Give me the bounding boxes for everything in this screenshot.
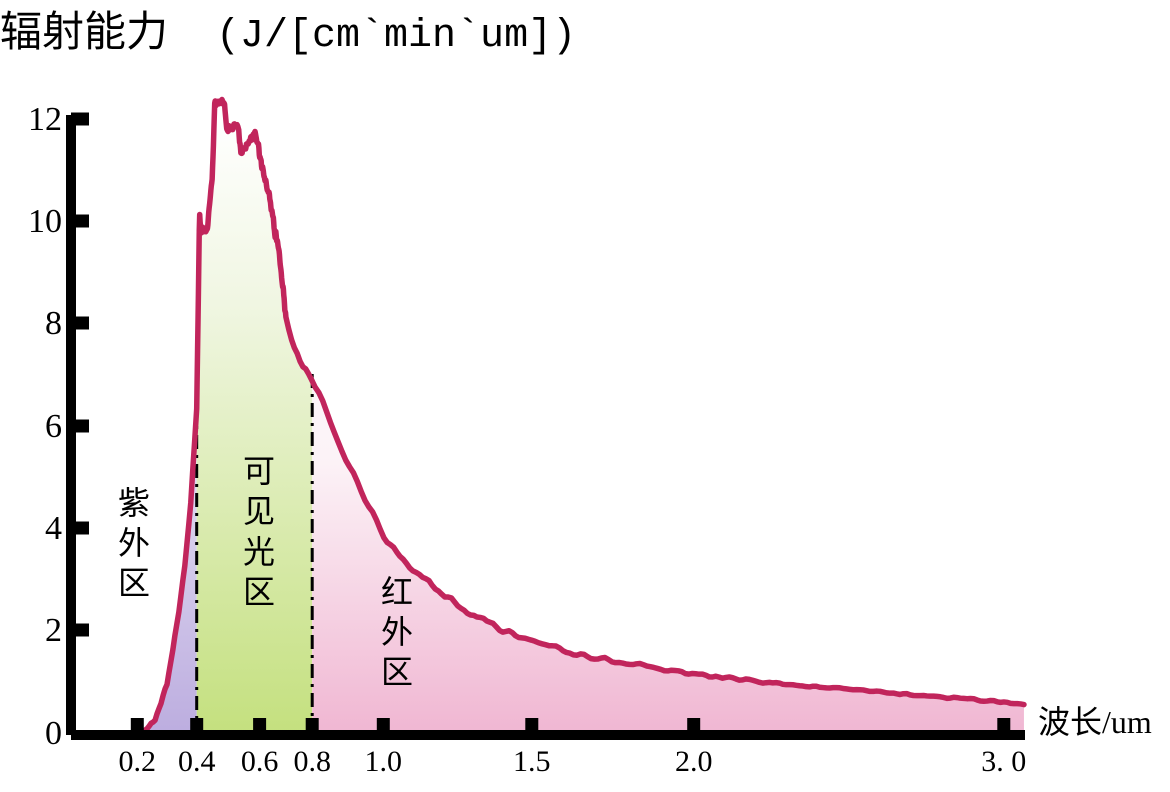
svg-text:6: 6 <box>45 408 62 445</box>
svg-text:2: 2 <box>45 612 62 649</box>
svg-text:12: 12 <box>28 101 62 138</box>
svg-text:10: 10 <box>28 203 62 240</box>
svg-text:0.6: 0.6 <box>241 745 279 778</box>
svg-text:外: 外 <box>381 614 413 650</box>
svg-text:紫: 紫 <box>118 485 150 521</box>
svg-text:1.5: 1.5 <box>513 745 551 778</box>
svg-text:1.0: 1.0 <box>365 745 403 778</box>
svg-text:光: 光 <box>243 534 275 570</box>
svg-text:0.8: 0.8 <box>293 745 331 778</box>
svg-text:辐射能力(J/[cm`min`um]): 辐射能力 (J/[cm`min`um]) <box>0 10 576 59</box>
svg-text:0.4: 0.4 <box>178 745 216 778</box>
svg-text:波长/um: 波长/um <box>1038 704 1152 740</box>
svg-text:区: 区 <box>118 565 150 601</box>
svg-text:4: 4 <box>45 510 62 547</box>
svg-text:外: 外 <box>118 525 150 561</box>
svg-text:见: 见 <box>243 493 275 529</box>
svg-text:8: 8 <box>45 305 62 342</box>
svg-text:2.0: 2.0 <box>675 745 713 778</box>
svg-text:红: 红 <box>381 574 413 610</box>
svg-text:区: 区 <box>381 654 413 690</box>
svg-text:0.2: 0.2 <box>119 745 157 778</box>
svg-text:可: 可 <box>243 453 275 489</box>
svg-text:0: 0 <box>45 715 62 752</box>
svg-text:3. 0: 3. 0 <box>981 745 1026 778</box>
svg-text:区: 区 <box>243 574 275 610</box>
